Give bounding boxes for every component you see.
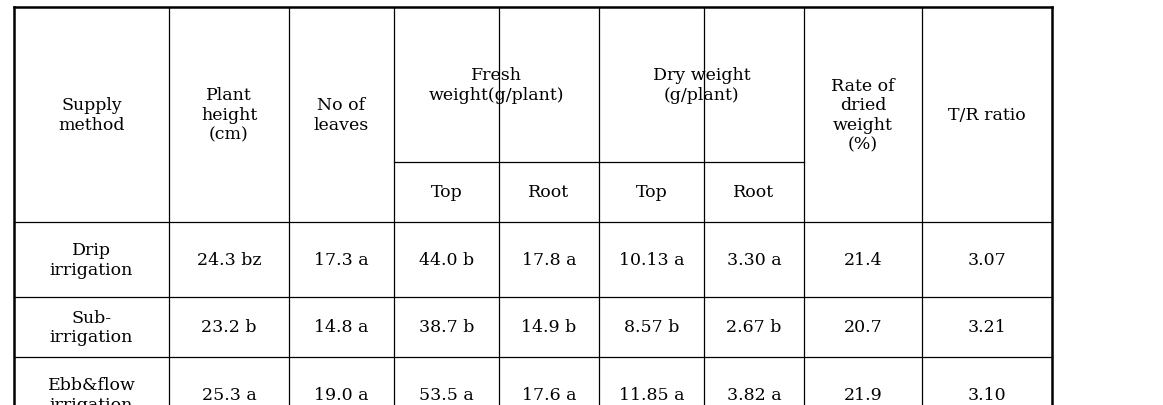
Text: 25.3 a: 25.3 a — [201, 386, 256, 403]
Text: 53.5 a: 53.5 a — [419, 386, 473, 403]
Text: Root: Root — [528, 184, 570, 201]
Text: 24.3 bz: 24.3 bz — [197, 252, 262, 269]
Text: 44.0 b: 44.0 b — [419, 252, 475, 269]
Text: 19.0 a: 19.0 a — [314, 386, 369, 403]
Text: Plant
height
(cm): Plant height (cm) — [201, 87, 257, 143]
Text: 17.3 a: 17.3 a — [314, 252, 369, 269]
Text: Top: Top — [636, 184, 668, 201]
Text: Ebb&flow
irrigation: Ebb&flow irrigation — [48, 376, 135, 405]
Text: 8.57 b: 8.57 b — [623, 319, 679, 336]
Text: Fresh
weight(g/plant): Fresh weight(g/plant) — [429, 67, 564, 104]
Text: 17.8 a: 17.8 a — [522, 252, 576, 269]
Text: Dry weight
(g/plant): Dry weight (g/plant) — [652, 67, 750, 104]
Text: 2.67 b: 2.67 b — [727, 319, 782, 336]
Text: 3.07: 3.07 — [968, 252, 1006, 269]
Text: 3.21: 3.21 — [968, 319, 1006, 336]
Text: 3.30 a: 3.30 a — [727, 252, 782, 269]
Text: No of
leaves: No of leaves — [314, 97, 369, 134]
Text: 21.9: 21.9 — [843, 386, 883, 403]
Text: 21.4: 21.4 — [843, 252, 883, 269]
Text: Supply
method: Supply method — [58, 97, 124, 134]
Text: Top: Top — [430, 184, 463, 201]
Text: 10.13 a: 10.13 a — [619, 252, 684, 269]
Text: Root: Root — [734, 184, 775, 201]
Text: Rate of
dried
weight
(%): Rate of dried weight (%) — [832, 77, 894, 153]
Text: Drip
irrigation: Drip irrigation — [50, 242, 134, 278]
Text: 11.85 a: 11.85 a — [619, 386, 684, 403]
Text: 20.7: 20.7 — [843, 319, 883, 336]
Text: 17.6 a: 17.6 a — [522, 386, 576, 403]
Text: 23.2 b: 23.2 b — [201, 319, 257, 336]
Text: T/R ratio: T/R ratio — [948, 107, 1026, 124]
Text: Sub-
irrigation: Sub- irrigation — [50, 309, 134, 345]
Text: 14.9 b: 14.9 b — [521, 319, 577, 336]
Text: 3.10: 3.10 — [968, 386, 1006, 403]
Text: 14.8 a: 14.8 a — [314, 319, 369, 336]
Text: 3.82 a: 3.82 a — [727, 386, 782, 403]
Text: 38.7 b: 38.7 b — [419, 319, 475, 336]
